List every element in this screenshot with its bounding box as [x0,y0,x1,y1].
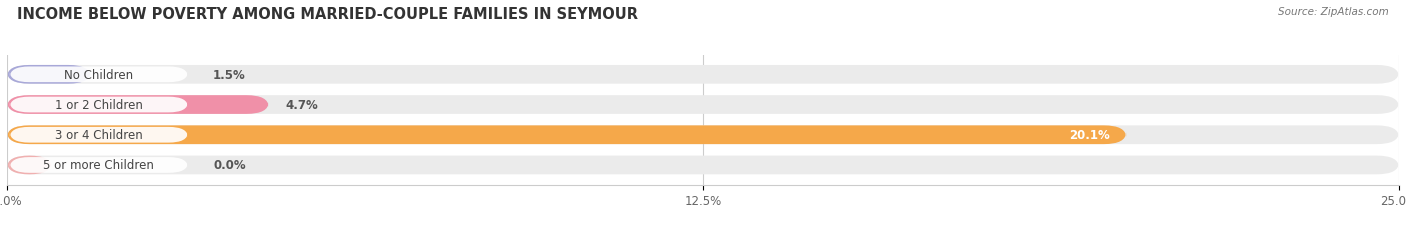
FancyBboxPatch shape [7,126,1126,144]
Text: INCOME BELOW POVERTY AMONG MARRIED-COUPLE FAMILIES IN SEYMOUR: INCOME BELOW POVERTY AMONG MARRIED-COUPL… [17,7,638,22]
FancyBboxPatch shape [10,127,188,143]
FancyBboxPatch shape [7,96,269,114]
FancyBboxPatch shape [7,96,1399,114]
Text: 4.7%: 4.7% [285,99,318,112]
Text: Source: ZipAtlas.com: Source: ZipAtlas.com [1278,7,1389,17]
Text: No Children: No Children [65,69,134,82]
Text: 1 or 2 Children: 1 or 2 Children [55,99,143,112]
Text: 3 or 4 Children: 3 or 4 Children [55,129,143,142]
Text: 20.1%: 20.1% [1069,129,1109,142]
Text: 0.0%: 0.0% [214,159,246,172]
FancyBboxPatch shape [10,157,188,173]
FancyBboxPatch shape [7,66,1399,84]
FancyBboxPatch shape [7,156,52,175]
FancyBboxPatch shape [7,66,90,84]
Text: 5 or more Children: 5 or more Children [44,159,155,172]
FancyBboxPatch shape [7,126,1399,144]
Text: 1.5%: 1.5% [214,69,246,82]
FancyBboxPatch shape [10,97,188,113]
FancyBboxPatch shape [10,67,188,83]
FancyBboxPatch shape [7,156,1399,175]
